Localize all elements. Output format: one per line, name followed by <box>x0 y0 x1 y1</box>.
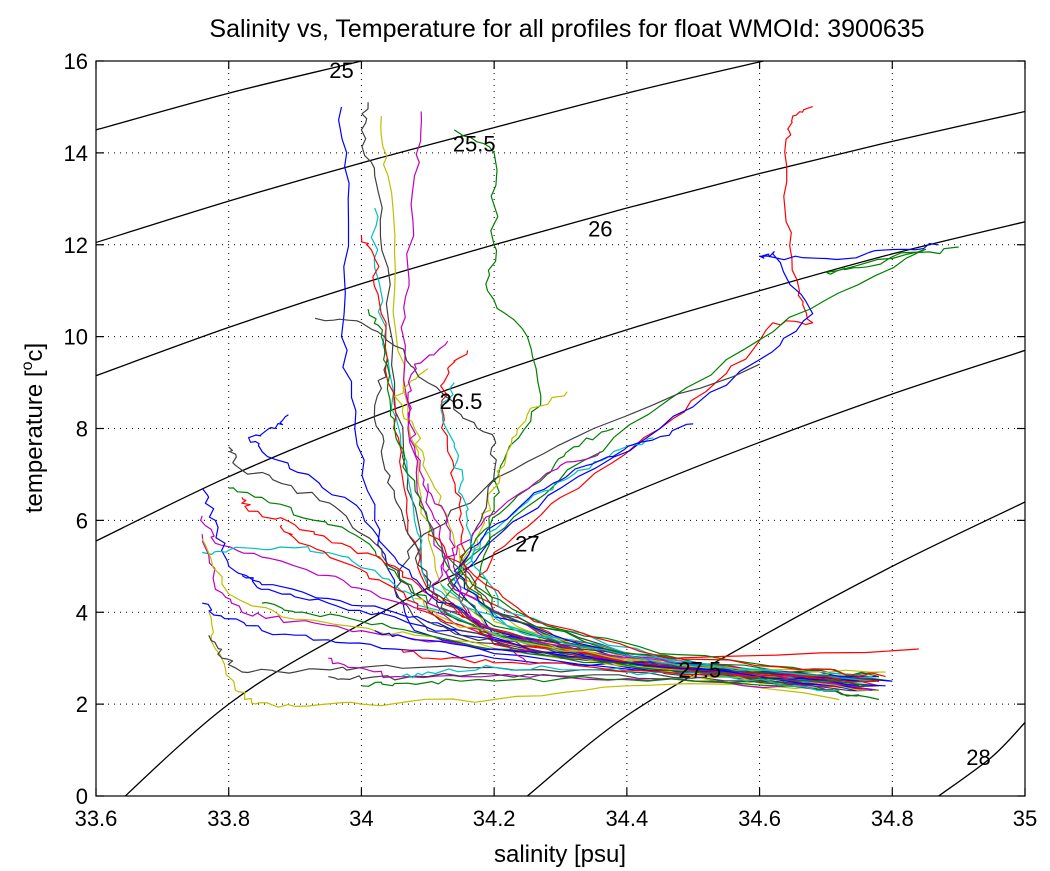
isopycnal-27-5 <box>526 501 1025 796</box>
axis-ticks: 33.6 33.8 34 34.2 34.4 34.6 34.8 35 0 2 4 6 8 10 12 14 1… <box>64 49 1038 831</box>
x-tick-label: 34.2 <box>473 806 516 831</box>
profile-line-42 <box>400 664 840 692</box>
profile-line-26 <box>314 317 827 682</box>
plot-frame <box>95 60 1026 797</box>
y-tick-label: 10 <box>64 325 88 350</box>
y-axis-label-prefix: temperature [ <box>21 370 48 513</box>
isopycnal-28 <box>938 722 1025 796</box>
isopycnal-labels: 25 25.5 26 26.5 27 27.5 28 <box>329 58 991 770</box>
x-tick-label: 35 <box>1013 806 1037 831</box>
x-tick-label: 34.8 <box>871 806 914 831</box>
profile-line-35 <box>440 382 873 682</box>
x-tick-label: 34.6 <box>738 806 781 831</box>
isopycnal-25-5 <box>96 61 767 244</box>
profile-line-48 <box>440 584 873 678</box>
profile-line-30 <box>453 423 860 682</box>
profile-line-38 <box>261 601 866 687</box>
y-axis-label: temperature [oc] <box>19 343 48 513</box>
y-tick-label: 4 <box>76 600 88 625</box>
y-tick-label: 8 <box>76 417 88 442</box>
profile-line-24 <box>440 350 880 687</box>
y-axis-label-suffix: c] <box>21 343 48 362</box>
y-tick-label: 14 <box>64 141 88 166</box>
x-tick-label: 33.6 <box>75 806 118 831</box>
profile-line-8 <box>440 246 959 682</box>
profile-line-14 <box>202 546 880 687</box>
profile-line-50 <box>427 533 886 678</box>
y-tick-label: 6 <box>76 508 88 533</box>
isopycnal-label: 25 <box>329 58 353 83</box>
profile-line-33 <box>373 359 880 682</box>
y-tick-label: 2 <box>76 692 88 717</box>
y-tick-label: 16 <box>64 49 88 74</box>
profile-line-43 <box>427 483 528 664</box>
profile-line-44 <box>400 648 880 683</box>
profile-line-6 <box>460 106 919 664</box>
profile-line-11 <box>360 235 880 691</box>
isopycnal-27 <box>124 349 1025 796</box>
profile-line-10 <box>370 207 827 687</box>
profile-line-37 <box>241 574 886 687</box>
isopycnal-label: 27.5 <box>678 658 721 683</box>
isopycnal-label: 27 <box>515 531 539 556</box>
profile-line-16 <box>228 487 860 687</box>
y-axis-label-superscript: o <box>19 361 36 370</box>
y-tick-label: 0 <box>76 784 88 809</box>
x-tick-label: 34 <box>349 806 373 831</box>
profile-line-36 <box>279 524 840 682</box>
grid <box>96 61 1025 796</box>
profile-line-34 <box>367 308 860 678</box>
x-tick-label: 33.8 <box>207 806 250 831</box>
isopycnal-label: 28 <box>966 745 990 770</box>
isopycnal-26-5 <box>96 221 1025 542</box>
profile-lines <box>200 102 959 708</box>
y-tick-label: 12 <box>64 233 88 258</box>
chart-title: Salinity vs, Temperature for all profile… <box>209 15 924 43</box>
isopycnal-label: 26.5 <box>440 389 483 414</box>
profile-line-1 <box>338 106 860 687</box>
x-tick-label: 34.4 <box>605 806 648 831</box>
x-axis-label: salinity [psu] <box>494 841 626 868</box>
profile-line-7 <box>453 243 939 682</box>
profile-line-5 <box>453 129 893 683</box>
profile-line-31 <box>427 451 873 691</box>
isopycnal-25 <box>96 61 365 131</box>
profile-line-23 <box>394 368 880 691</box>
isopycnal-label: 25.5 <box>453 132 496 157</box>
isopycnal-lines <box>96 61 1025 796</box>
isopycnal-26 <box>96 110 1025 377</box>
profile-line-18 <box>208 612 826 708</box>
profile-line-32 <box>201 538 826 691</box>
isopycnal-label: 26 <box>588 217 612 242</box>
profile-line-49 <box>447 556 880 678</box>
